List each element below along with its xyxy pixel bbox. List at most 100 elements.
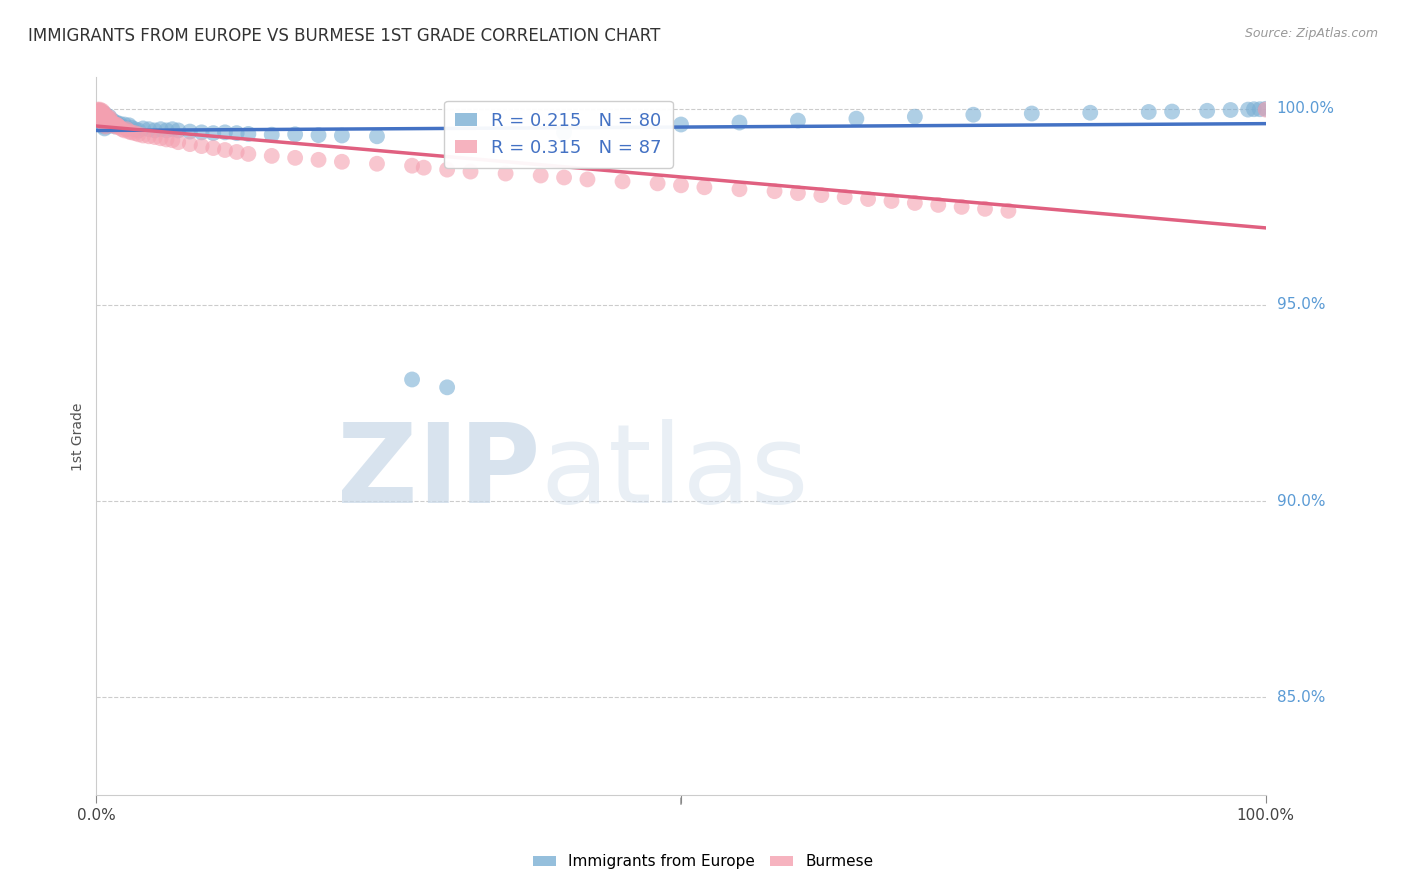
Point [101, 113, 124, 128]
Point [179, 137, 201, 152]
Point [105, 118, 128, 132]
Point [330, 128, 353, 143]
Point [120, 120, 142, 135]
Point [202, 126, 225, 140]
Point [96, 110, 118, 124]
Point [202, 141, 225, 155]
Point [115, 121, 138, 136]
Point [90, 109, 112, 123]
Point [93, 113, 115, 128]
Point [880, 194, 903, 208]
Legend: Immigrants from Europe, Burmese: Immigrants from Europe, Burmese [527, 848, 879, 875]
Point [93, 112, 115, 126]
Point [98, 111, 121, 125]
Point [97, 112, 120, 126]
Point [132, 128, 155, 143]
Point [86, 105, 108, 120]
Point [97, 116, 120, 130]
Point [100, 117, 122, 131]
Point [1237, 103, 1260, 117]
Point [308, 153, 330, 167]
Point [787, 186, 810, 201]
Point [90, 106, 112, 120]
Point [89, 113, 111, 128]
Point [138, 129, 160, 144]
Point [111, 122, 134, 136]
Point [308, 128, 330, 142]
Point [91, 106, 114, 120]
Point [401, 159, 423, 173]
Point [104, 120, 127, 134]
Point [90, 105, 112, 120]
Point [845, 112, 868, 126]
Point [93, 105, 115, 120]
Point [576, 172, 599, 186]
Text: IMMIGRANTS FROM EUROPE VS BURMESE 1ST GRADE CORRELATION CHART: IMMIGRANTS FROM EUROPE VS BURMESE 1ST GR… [28, 27, 661, 45]
Point [260, 128, 283, 142]
Point [91, 118, 114, 132]
Point [904, 110, 927, 124]
Point [460, 164, 482, 178]
Point [167, 123, 190, 137]
Point [87, 105, 110, 120]
Point [87, 108, 110, 122]
Point [834, 190, 856, 204]
Point [100, 118, 122, 132]
Point [118, 118, 141, 132]
Point [127, 123, 149, 137]
Point [93, 112, 115, 126]
Point [94, 111, 117, 125]
Point [87, 103, 110, 118]
Point [107, 118, 129, 132]
Point [86, 103, 108, 117]
Point [93, 110, 115, 124]
Point [89, 106, 111, 120]
Text: 85.0%: 85.0% [1277, 690, 1324, 705]
Text: atlas: atlas [541, 418, 810, 525]
Point [91, 113, 114, 128]
Point [96, 114, 118, 128]
Point [89, 111, 111, 125]
Point [94, 113, 117, 128]
Point [104, 120, 127, 134]
Point [155, 123, 177, 137]
Point [87, 112, 110, 126]
Point [162, 133, 184, 147]
Point [553, 170, 575, 185]
Point [412, 161, 434, 175]
Point [155, 132, 177, 146]
Point [98, 115, 121, 129]
Point [100, 112, 122, 127]
Point [647, 177, 669, 191]
Point [127, 128, 149, 142]
Point [553, 125, 575, 139]
Point [1197, 103, 1219, 118]
Point [167, 135, 190, 149]
Point [94, 115, 117, 129]
Point [100, 115, 122, 129]
Point [214, 143, 236, 157]
Point [105, 115, 128, 129]
Point [962, 108, 984, 122]
Text: ZIP: ZIP [337, 418, 541, 525]
Point [96, 120, 118, 134]
Point [93, 108, 115, 122]
Text: 95.0%: 95.0% [1277, 297, 1326, 312]
Point [162, 122, 184, 136]
Point [94, 120, 117, 134]
Y-axis label: 1st Grade: 1st Grade [72, 402, 86, 471]
Point [100, 118, 122, 132]
Point [530, 169, 553, 183]
Point [669, 178, 692, 193]
Point [436, 380, 458, 394]
Point [90, 112, 112, 126]
Text: Source: ZipAtlas.com: Source: ZipAtlas.com [1244, 27, 1378, 40]
Point [100, 112, 122, 127]
Point [856, 192, 879, 206]
Point [101, 118, 124, 132]
Point [96, 113, 118, 128]
Point [190, 125, 212, 139]
Point [93, 120, 115, 134]
Point [787, 113, 810, 128]
Point [366, 157, 388, 171]
